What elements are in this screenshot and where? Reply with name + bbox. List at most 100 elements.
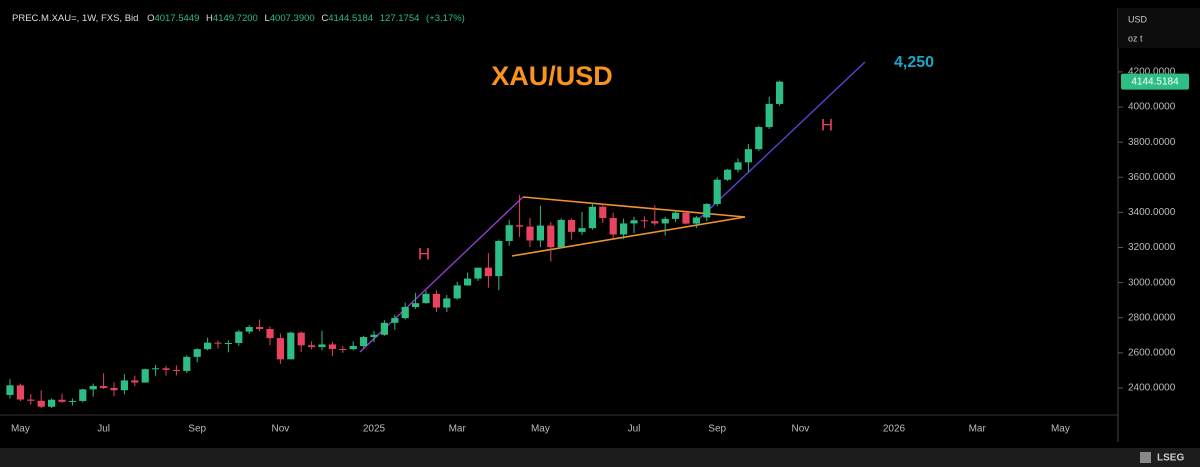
candle-body	[37, 400, 45, 407]
candle-body	[620, 223, 628, 235]
candle-body	[183, 356, 191, 371]
unit-box	[1118, 8, 1200, 48]
candle-body	[547, 225, 555, 248]
trend-line	[699, 61, 866, 219]
annotation: H	[418, 244, 430, 263]
low-key: L	[264, 13, 269, 24]
candle-body	[464, 278, 472, 286]
candle-body	[776, 81, 784, 104]
y-tick-label: 4200.0000	[1128, 67, 1176, 78]
candle-body	[755, 127, 763, 150]
x-tick-label: Jul	[97, 424, 110, 435]
y-tick-label: 2800.0000	[1128, 312, 1176, 323]
logo-mark	[1140, 452, 1151, 463]
logo: LSEG	[1157, 453, 1184, 464]
candle-body	[349, 345, 357, 350]
x-tick-label: 2025	[363, 424, 386, 435]
axis-unit: USD	[1128, 14, 1148, 24]
candle-body	[328, 344, 336, 349]
header: PREC.M.XAU=, 1W, FXS, Bid O4017.5449 H41…	[12, 13, 465, 24]
x-tick-label: Nov	[272, 424, 290, 435]
candle-body	[79, 389, 87, 401]
candle-body	[224, 343, 232, 345]
candle-body	[110, 387, 118, 391]
candle-body	[89, 386, 97, 390]
candle-body	[152, 368, 160, 370]
candle-body	[287, 332, 295, 360]
axis-subunit: oz t	[1128, 33, 1143, 43]
candle-body	[443, 298, 451, 308]
candle-body	[256, 327, 264, 329]
candle-body	[27, 399, 35, 401]
candle-body	[609, 217, 617, 235]
candle-body	[245, 327, 253, 332]
y-tick-label: 3400.0000	[1128, 207, 1176, 218]
candle-body	[48, 399, 56, 407]
candle-body	[120, 380, 128, 391]
candle-body	[193, 349, 201, 357]
candle-body	[536, 225, 544, 241]
candle-body	[453, 285, 461, 299]
x-tick-label: Jul	[628, 424, 641, 435]
candle-body	[370, 334, 378, 338]
x-tick-label: Sep	[188, 424, 206, 435]
candle-body	[630, 220, 638, 224]
x-tick-label: May	[11, 424, 30, 435]
open-key: O	[147, 13, 154, 24]
y-tick-label: 4000.0000	[1128, 102, 1176, 113]
candle-body	[599, 206, 607, 218]
candle-body	[141, 369, 149, 383]
y-tick-label: 3600.0000	[1128, 172, 1176, 183]
candle-body	[432, 293, 440, 308]
candle-body	[16, 385, 24, 400]
x-tick-label: Nov	[792, 424, 810, 435]
chart-title: XAU/USD	[491, 61, 613, 91]
close-key: C	[321, 13, 328, 24]
candle-body	[68, 400, 76, 402]
candle-body	[651, 221, 659, 224]
annotation: H	[821, 115, 833, 134]
high-key: H	[206, 13, 213, 24]
candle-body	[360, 337, 368, 346]
candle-body	[391, 318, 399, 323]
candle-body	[276, 338, 284, 360]
candle-body	[765, 103, 773, 128]
close-value: 4144.5184	[328, 13, 373, 24]
last-price-tag	[1121, 73, 1189, 90]
change: 127.1754	[380, 13, 420, 24]
annotation: 4,250	[894, 54, 934, 71]
x-tick-label: 2026	[883, 424, 906, 435]
candle-body	[640, 220, 648, 222]
candle-body	[162, 368, 170, 370]
candle-body	[682, 212, 690, 224]
candle-body	[412, 303, 420, 308]
candle-body	[474, 267, 482, 279]
y-tick-label: 3000.0000	[1128, 277, 1176, 288]
candle-body	[266, 328, 274, 339]
candle-body	[744, 149, 752, 163]
candle-body	[100, 386, 108, 388]
y-tick-label: 3200.0000	[1128, 242, 1176, 253]
candle-body	[318, 344, 326, 348]
candle-body	[495, 240, 503, 277]
candle-body	[516, 225, 524, 227]
candle-body	[713, 179, 721, 204]
candle-body	[734, 162, 742, 170]
x-tick-label: May	[1051, 424, 1070, 435]
candle-body	[724, 169, 732, 180]
candle-body	[588, 206, 596, 229]
candle-body	[672, 212, 680, 219]
candle-body	[661, 218, 669, 224]
candle-body	[401, 307, 409, 319]
candle-body	[578, 228, 586, 232]
candle-body	[308, 345, 316, 348]
candle-body	[58, 399, 66, 402]
candle-body	[204, 342, 212, 350]
candle-body	[214, 342, 222, 344]
y-tick-label: 2400.0000	[1128, 383, 1176, 394]
footer	[0, 448, 1200, 467]
symbol: PREC.M.XAU=, 1W, FXS, Bid	[12, 13, 138, 24]
candle-body	[557, 219, 565, 248]
candle-body	[526, 226, 534, 241]
